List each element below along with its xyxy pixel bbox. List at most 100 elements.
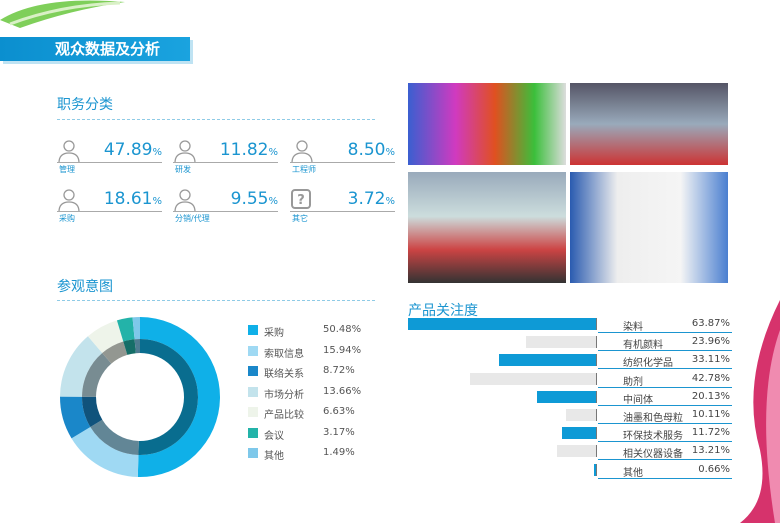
legend-swatch [248,448,258,458]
bar-value: 11.72% [691,427,730,439]
legend-value: 13.66% [323,385,362,397]
bar-label: 助剂 [623,376,643,388]
job-percent: 9.55% [230,189,278,209]
manager-icon [58,140,80,164]
job-label: 采购 [59,214,75,223]
bar-value: 0.66% [698,463,730,475]
legend-label: 会议 [264,430,284,442]
job-item: 47.89% 管理 [57,140,162,180]
intent-donut-chart [60,317,220,477]
product-title: 产品关注度 [408,303,478,319]
job-item: 9.55% 分销/代理 [173,189,278,229]
job-percent: 11.82% [219,140,278,160]
bar-underline [598,386,732,388]
donut-inner-slice [123,339,136,355]
bar-underline [598,441,732,443]
job-percent: 47.89% [103,140,162,160]
bar-label: 环保技术服务 [623,431,683,443]
underline [57,162,162,163]
donut-inner-slice [138,339,198,455]
bar-underline [598,350,732,352]
bar-underline [598,423,732,424]
bar-underline [598,404,732,406]
legend-value: 3.17% [323,426,355,438]
bar-label: 相关仪器设备 [623,449,683,461]
legend-label: 索取信息 [264,348,304,360]
legend-swatch [248,427,258,438]
svg-text:?: ? [297,193,305,208]
bar-label: 油墨和色母粒 [623,413,683,424]
divider [57,119,375,120]
bar-label: 染料 [623,322,643,333]
donut-slice [87,320,124,353]
donut-slice [71,426,139,477]
bar [566,409,597,421]
colorful-bottles-photo [408,83,566,165]
job-item: 11.82% 研发 [173,140,278,180]
bar [525,336,597,349]
legend-swatch [248,325,258,335]
donut-slice [132,317,140,340]
donut-inner-slice [82,396,103,427]
bar-underline [598,459,732,461]
leaf-decoration [0,0,125,28]
intent-title: 参观意图 [57,279,113,295]
donut-slice [60,396,91,439]
bar [594,463,597,476]
legend-swatch [248,366,258,376]
job-label: 其它 [292,214,308,223]
jobs-title: 职务分类 [57,97,113,113]
legend-label: 市场分析 [264,389,304,401]
legend-swatch [248,345,258,356]
bar-value: 20.13% [691,390,730,402]
underline [173,211,278,212]
underline [290,162,395,163]
donut-inner-slice [134,339,140,354]
job-label: 分销/代理 [175,214,210,223]
glass-bottles-photo [408,172,566,283]
donut-slice [60,336,103,397]
bar [536,390,597,403]
donut-inner-slice [82,352,112,397]
bar-value: 33.11% [691,354,730,366]
bar-label: 中间体 [623,394,653,406]
ribbon-decoration [740,300,780,523]
bar-label: 其他 [623,467,643,479]
bar-underline [598,368,732,370]
job-label: 研发 [175,165,191,174]
bar-underline [598,477,732,479]
donut-inner-slice [90,419,139,455]
legend-label: 联络关系 [264,369,304,380]
bar [470,372,597,385]
bar-value: 10.11% [691,409,730,420]
job-item: 18.61% 采购 [57,189,162,229]
legend-label: 采购 [264,328,284,339]
underline [173,162,278,163]
lab-equipment-photo [570,172,728,283]
section-banner: 观众数据及分析 [0,37,190,61]
bar-value: 23.96% [691,336,730,348]
bar-underline [598,332,732,333]
bar-value: 13.21% [691,445,730,457]
legend-value: 50.48% [323,324,362,335]
researcher-icon [174,140,196,164]
exhibition-machine-photo [570,83,728,165]
legend-value: 6.63% [323,406,355,417]
engineer-icon [291,140,313,164]
underline [57,211,162,212]
job-label: 管理 [59,165,75,174]
job-percent: 8.50% [347,140,395,160]
legend-value: 1.49% [323,447,355,458]
job-percent: 3.72% [347,189,395,209]
divider [57,300,375,301]
bar [498,354,597,367]
legend-swatch [248,386,258,397]
underline [290,211,395,212]
bar-value: 63.87% [691,318,730,329]
bar [557,445,597,458]
legend-label: 产品比较 [264,410,304,421]
job-percent: 18.61% [103,189,162,209]
donut-slice [116,317,135,342]
legend-swatch [248,407,258,417]
job-item: 8.50% 工程师 [290,140,395,180]
